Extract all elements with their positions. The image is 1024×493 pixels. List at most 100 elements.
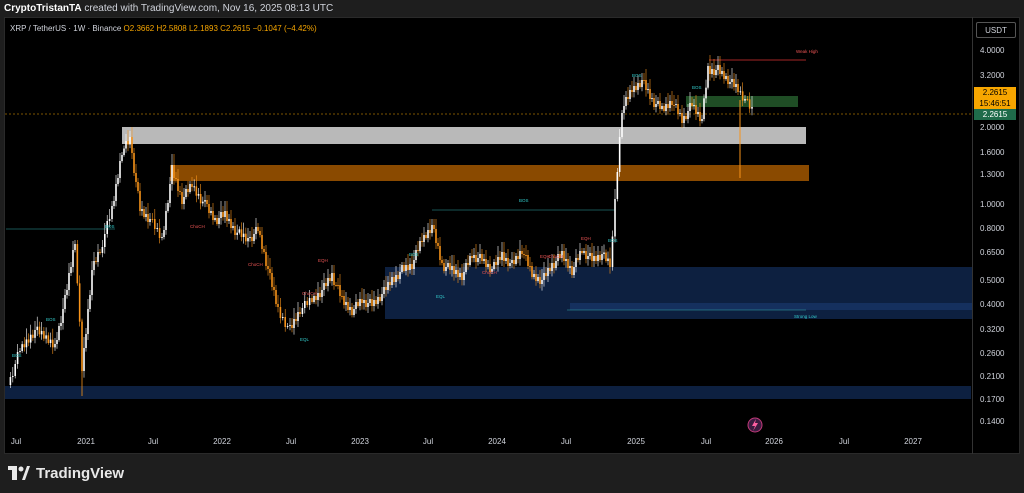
time-tick-label: Jul xyxy=(286,437,296,446)
candle-body xyxy=(199,194,202,204)
candle-body xyxy=(557,254,559,261)
candle-body xyxy=(325,283,327,286)
candle-body xyxy=(359,299,361,306)
candle-body xyxy=(629,90,631,99)
candle-body xyxy=(129,137,131,145)
candle-body xyxy=(337,285,339,286)
candle-body xyxy=(331,273,333,281)
candle-body xyxy=(699,112,701,121)
candle-body xyxy=(581,251,583,253)
candle-body xyxy=(616,172,619,199)
time-tick-label: Jul xyxy=(423,437,433,446)
candle-body xyxy=(527,255,529,266)
candle-body xyxy=(245,233,247,242)
candle-body xyxy=(725,76,727,79)
candle-body xyxy=(649,89,651,99)
ohlc-close: C2.2615 xyxy=(220,24,251,33)
candle-body xyxy=(115,184,117,201)
candle-body xyxy=(271,273,273,287)
bos-label: BOS xyxy=(409,252,419,257)
candle-body xyxy=(567,259,569,268)
time-tick-label: Jul xyxy=(839,437,849,446)
candle-body xyxy=(561,251,563,258)
lightning-icon[interactable] xyxy=(747,417,763,433)
candle-body xyxy=(137,182,139,191)
candle-body xyxy=(51,339,54,348)
candle-body xyxy=(609,258,611,267)
price-axis: 4.0000 3.2000 2.0000 1.6000 1.3000 1.0000 0.80… xyxy=(980,46,1005,426)
candle-body xyxy=(393,277,395,282)
candle-body xyxy=(29,334,32,343)
bos-label: BOS xyxy=(105,224,115,229)
candle-body xyxy=(451,266,453,270)
candle-body xyxy=(667,104,669,108)
symbol-name[interactable]: XRP / TetherUS · 1W · Binance xyxy=(10,24,122,33)
candle-body xyxy=(381,294,383,301)
candle-body xyxy=(467,263,469,265)
candle-body xyxy=(253,234,255,241)
currency-label[interactable]: USDT xyxy=(976,22,1016,38)
candle-body xyxy=(719,65,721,74)
price-tick-label: 4.0000 xyxy=(980,46,1005,55)
candle-body xyxy=(505,258,507,261)
candle-body xyxy=(545,273,547,276)
candle-body xyxy=(232,226,234,228)
candle-body xyxy=(131,137,133,153)
candle-body xyxy=(216,218,218,224)
candle-body xyxy=(573,267,575,275)
candle-body xyxy=(413,260,415,269)
candle-body xyxy=(289,325,291,326)
green-zone xyxy=(686,96,798,107)
choch-label: ChoCH xyxy=(302,291,317,296)
candle-body xyxy=(143,209,145,217)
candle-body xyxy=(641,80,643,87)
candle-body xyxy=(323,283,325,290)
chart-area[interactable] xyxy=(4,17,1020,454)
candle-body xyxy=(645,80,647,90)
candle-body xyxy=(723,71,725,79)
ohlc-open: O2.3662 xyxy=(123,24,155,33)
candle-body xyxy=(9,377,12,385)
candle-body xyxy=(519,251,521,259)
candle-body xyxy=(631,90,633,92)
candle-body xyxy=(226,211,228,221)
candle-body xyxy=(181,192,183,204)
candle-body xyxy=(553,263,555,268)
candle-body xyxy=(189,184,191,192)
candle-body xyxy=(535,274,537,281)
candle-body xyxy=(277,304,279,307)
tradingview-logo[interactable]: TradingView xyxy=(8,462,124,484)
time-tick-label: Jul xyxy=(11,437,21,446)
candle-body xyxy=(345,302,347,305)
last-price-line-tag: 2.2615 xyxy=(974,109,1016,120)
candle-body xyxy=(591,253,593,261)
candle-body xyxy=(375,300,377,304)
candle-body xyxy=(27,339,30,343)
ohlc-change: −0.1047 (−4.42%) xyxy=(252,24,317,33)
candle-body xyxy=(559,254,561,258)
candle-body xyxy=(533,274,535,277)
candle-body xyxy=(269,269,271,273)
candle-body xyxy=(32,334,34,338)
candle-body xyxy=(141,209,143,211)
candle-body xyxy=(435,229,437,243)
candle-body xyxy=(104,234,106,247)
candle-body xyxy=(507,258,509,266)
candle-body xyxy=(441,260,443,263)
candle-body xyxy=(447,263,449,267)
candle-body xyxy=(655,104,657,107)
candle-body xyxy=(429,230,431,233)
candle-body xyxy=(121,155,123,161)
candle-body xyxy=(473,255,475,258)
candle-body xyxy=(715,70,717,75)
candle-body xyxy=(291,325,293,328)
choch-label: ChoCH xyxy=(248,262,263,267)
price-tick-label: 0.4000 xyxy=(980,300,1005,309)
candle-body xyxy=(204,200,206,202)
candle-body xyxy=(177,179,179,191)
candle-body xyxy=(403,265,405,271)
candle-body xyxy=(471,256,473,258)
candle-body xyxy=(569,266,571,268)
candle-body xyxy=(565,259,567,261)
